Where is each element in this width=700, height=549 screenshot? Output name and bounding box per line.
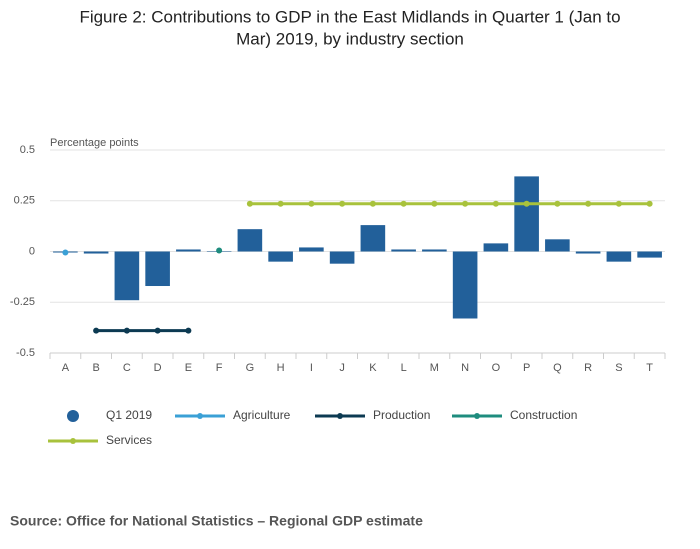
bar bbox=[360, 225, 386, 252]
legend-marker bbox=[70, 438, 76, 444]
bar bbox=[237, 229, 263, 252]
line-point bbox=[431, 200, 438, 207]
line-point bbox=[462, 200, 469, 207]
bar bbox=[483, 243, 509, 252]
x-tick-label: N bbox=[461, 362, 469, 374]
legend-marker bbox=[67, 410, 79, 422]
legend-marker bbox=[197, 413, 203, 419]
x-tick-label: G bbox=[246, 362, 255, 374]
line-point bbox=[646, 200, 653, 207]
line-point bbox=[339, 200, 346, 207]
line-point bbox=[554, 200, 561, 207]
legend-item: Production bbox=[315, 408, 430, 422]
line-point bbox=[523, 200, 530, 207]
chart-title: Figure 2: Contributions to GDP in the Ea… bbox=[79, 7, 620, 26]
x-tick-label: I bbox=[310, 362, 313, 374]
bar bbox=[545, 239, 570, 252]
bar bbox=[514, 176, 539, 252]
line-point bbox=[308, 200, 315, 207]
bar bbox=[422, 249, 447, 252]
legend-label: Q1 2019 bbox=[106, 408, 152, 422]
bar bbox=[145, 251, 170, 287]
x-tick-label: D bbox=[154, 362, 162, 374]
line-point bbox=[123, 327, 130, 334]
x-tick-label: F bbox=[216, 362, 223, 374]
x-tick-label: K bbox=[369, 362, 377, 374]
bar bbox=[268, 251, 293, 262]
y-tick-label: -0.5 bbox=[16, 347, 35, 359]
legend-item: Construction bbox=[452, 408, 577, 422]
line-point bbox=[585, 200, 592, 207]
bar bbox=[83, 251, 109, 254]
x-tick-label: P bbox=[523, 362, 530, 374]
x-tick-label: E bbox=[185, 362, 192, 374]
line-point bbox=[185, 327, 192, 334]
legend-label: Production bbox=[373, 408, 430, 422]
bar bbox=[391, 249, 416, 252]
line-point bbox=[492, 200, 499, 207]
x-tick-label: S bbox=[615, 362, 622, 374]
line-point bbox=[615, 200, 622, 207]
bar bbox=[299, 247, 324, 252]
line-point bbox=[369, 200, 376, 207]
line-point bbox=[400, 200, 407, 207]
x-tick-label: J bbox=[339, 362, 345, 374]
x-tick-label: L bbox=[401, 362, 407, 374]
x-tick-label: R bbox=[584, 362, 592, 374]
y-tick-label: -0.25 bbox=[10, 296, 35, 308]
bar bbox=[637, 251, 662, 258]
bar bbox=[114, 251, 140, 301]
legend-label: Construction bbox=[510, 408, 577, 422]
source: Source: Office for National Statistics –… bbox=[10, 513, 423, 529]
legend-item: Agriculture bbox=[175, 408, 291, 422]
y-axis-label: Percentage points bbox=[50, 137, 139, 149]
line-point bbox=[62, 249, 69, 256]
legend-item: Services bbox=[48, 433, 152, 447]
x-tick-label: C bbox=[123, 362, 131, 374]
legend-marker bbox=[337, 413, 343, 419]
x-tick-label: H bbox=[277, 362, 285, 374]
x-tick-label: M bbox=[430, 362, 439, 374]
y-tick-label: 0 bbox=[29, 245, 35, 257]
legend-marker bbox=[474, 413, 480, 419]
legend-item: Q1 2019 bbox=[67, 408, 152, 422]
line-point bbox=[277, 200, 284, 207]
bar bbox=[176, 249, 201, 252]
bar bbox=[575, 251, 601, 254]
x-tick-label: O bbox=[492, 362, 501, 374]
legend-label: Agriculture bbox=[233, 408, 291, 422]
bar bbox=[452, 251, 478, 319]
bar bbox=[329, 251, 355, 264]
x-tick-label: T bbox=[646, 362, 653, 374]
x-tick-label: A bbox=[62, 362, 70, 374]
chart-title: Mar) 2019, by industry section bbox=[236, 29, 464, 48]
legend-label: Services bbox=[106, 433, 152, 447]
line-point bbox=[154, 327, 161, 334]
y-tick-label: 0.5 bbox=[20, 144, 35, 156]
bar bbox=[606, 251, 632, 262]
x-tick-label: B bbox=[92, 362, 99, 374]
line-point bbox=[216, 247, 223, 254]
x-tick-label: Q bbox=[553, 362, 562, 374]
line-point bbox=[246, 200, 253, 207]
y-tick-label: 0.25 bbox=[14, 195, 35, 207]
line-point bbox=[93, 327, 100, 334]
